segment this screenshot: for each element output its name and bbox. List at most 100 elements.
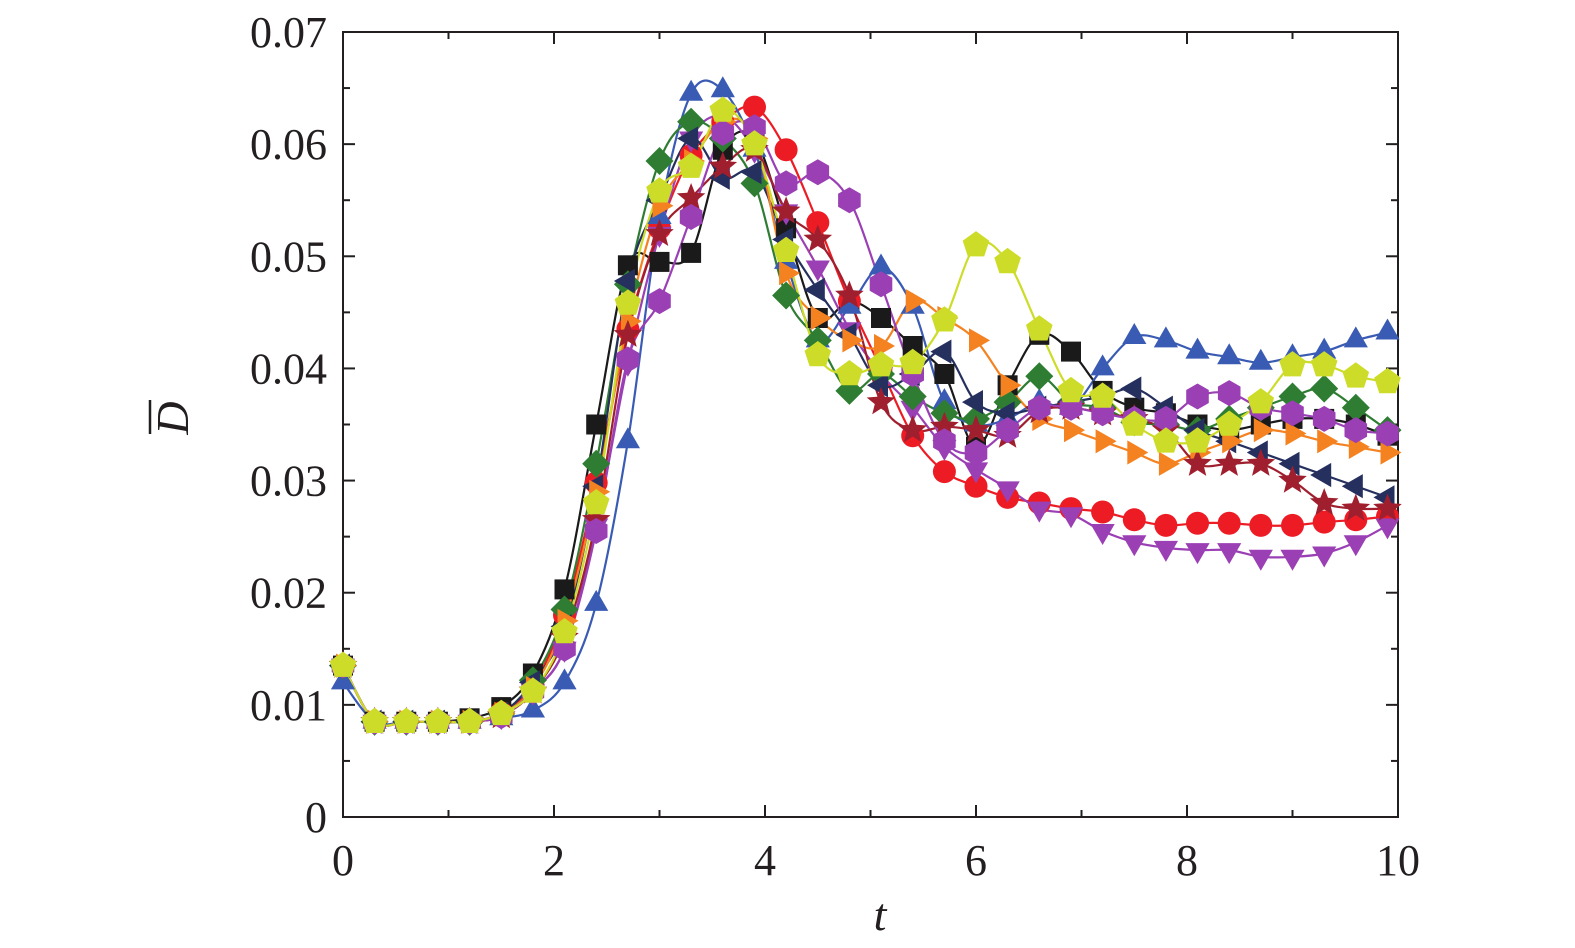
data-point-triangle-left: [962, 390, 983, 415]
data-point-pentagon: [1121, 410, 1148, 436]
data-point-pentagon: [1089, 382, 1116, 408]
y-tick-label: 0.04: [250, 344, 327, 393]
data-point-triangle-right: [1317, 429, 1339, 454]
data-point-pentagon: [899, 348, 926, 375]
data-point-pentagon: [361, 707, 388, 733]
data-point-diamond: [1310, 374, 1339, 403]
data-point-triangle-up: [1217, 343, 1242, 365]
data-point-triangle-up: [710, 76, 735, 98]
data-point-triangle-left: [613, 268, 635, 294]
data-point-triangle-down: [1280, 549, 1305, 571]
data-point-square: [554, 579, 575, 600]
data-point-triangle-left: [1120, 376, 1142, 401]
data-point-triangle-down: [805, 260, 830, 282]
data-point-pentagon: [836, 360, 863, 386]
data-point-star: [1214, 448, 1244, 476]
data-point-star: [803, 224, 833, 252]
data-point-circle: [1249, 513, 1273, 537]
data-point-triangle-up: [1153, 326, 1178, 348]
data-point-triangle-down: [995, 481, 1020, 503]
data-point-star: [866, 387, 896, 415]
data-point-triangle-down: [900, 400, 925, 422]
data-point-star: [961, 415, 991, 443]
data-point-pentagon: [931, 306, 958, 332]
data-point-pentagon: [456, 707, 483, 733]
data-point-triangle-up: [584, 589, 609, 611]
data-point-square: [1061, 341, 1081, 362]
data-point-pentagon: [1279, 351, 1306, 377]
data-point-triangle-down: [1153, 540, 1178, 562]
data-point-pentagon: [1152, 427, 1180, 453]
data-point-diamond: [898, 382, 927, 411]
data-point-hexagon: [964, 439, 988, 466]
data-point-pentagon: [329, 651, 357, 677]
data-point-triangle-right: [874, 333, 895, 359]
data-point-triangle-right: [1095, 429, 1117, 454]
data-point-hexagon: [648, 288, 671, 315]
data-point-hexagon: [584, 518, 608, 544]
x-tick-label: 4: [754, 836, 776, 885]
data-point-star: [1246, 448, 1276, 476]
data-point-triangle-down: [1312, 546, 1337, 568]
y-tick-label: 0.01: [250, 681, 327, 730]
data-point-triangle-down: [1027, 501, 1052, 523]
data-point-hexagon: [869, 271, 893, 298]
data-point-square: [649, 251, 670, 272]
data-point-triangle-down: [1185, 543, 1210, 565]
data-point-triangle-left: [1341, 474, 1363, 499]
data-point-triangle-up: [868, 253, 894, 275]
y-tick-label: 0.05: [250, 232, 327, 281]
data-point-circle: [1312, 510, 1336, 534]
data-point-square: [871, 308, 891, 328]
data-point-hexagon: [996, 417, 1019, 444]
data-point-triangle-left: [803, 277, 825, 302]
x-tick-label: 8: [1176, 836, 1198, 885]
data-point-pentagon: [709, 96, 737, 122]
data-point-triangle-up: [615, 427, 640, 449]
data-point-triangle-left: [867, 373, 888, 398]
data-point-hexagon: [1281, 400, 1304, 427]
data-point-circle: [932, 460, 956, 484]
data-point-circle: [1281, 513, 1304, 537]
data-point-pentagon: [1247, 388, 1275, 414]
data-point-hexagon: [711, 119, 735, 146]
data-point-circle: [1186, 511, 1209, 535]
data-point-pentagon: [582, 489, 610, 515]
data-point-diamond: [772, 281, 801, 310]
data-point-square: [681, 242, 702, 263]
data-point-circle: [743, 95, 766, 119]
data-point-triangle-down: [963, 462, 989, 484]
data-point-pentagon: [772, 236, 800, 262]
data-point-triangle-right: [905, 289, 927, 314]
data-point-circle: [1122, 508, 1146, 532]
y-axis-title-group: D: [147, 400, 198, 436]
y-tick-label: 0.07: [250, 8, 327, 57]
data-point-triangle-down: [1090, 524, 1115, 545]
data-point-triangle-right: [1253, 418, 1275, 443]
tick-labels: 0 2 4 6 8 10 0 0.01 0.02 0.03 0.04 0.05 0.06 0.07: [250, 8, 1420, 885]
data-point-triangle-down: [1217, 543, 1242, 565]
data-point-triangle-right: [1158, 451, 1180, 476]
data-point-pentagon: [1026, 315, 1053, 341]
data-point-pentagon: [646, 177, 673, 203]
data-point-triangle-up: [1122, 323, 1147, 344]
data-point-triangle-left: [1278, 451, 1300, 476]
data-point-pentagon: [867, 351, 895, 377]
data-point-triangle-up: [1312, 337, 1337, 359]
data-point-triangle-up: [1248, 348, 1273, 370]
data-point-triangle-down: [1375, 518, 1400, 540]
data-point-triangle-up: [1375, 318, 1400, 340]
data-point-star: [1373, 493, 1402, 521]
data-point-triangle-up: [1090, 354, 1115, 376]
data-point-pentagon: [1057, 376, 1085, 403]
y-axis-title: D: [147, 401, 198, 435]
data-point-triangle-right: [1000, 373, 1022, 398]
data-point-triangle-left: [677, 126, 699, 151]
data-point-square: [586, 414, 607, 435]
data-point-diamond: [1278, 382, 1307, 411]
y-tick-label: 0.03: [250, 457, 327, 506]
x-tick-label: 6: [965, 836, 987, 885]
data-point-star: [645, 218, 674, 246]
data-point-pentagon: [677, 152, 705, 178]
